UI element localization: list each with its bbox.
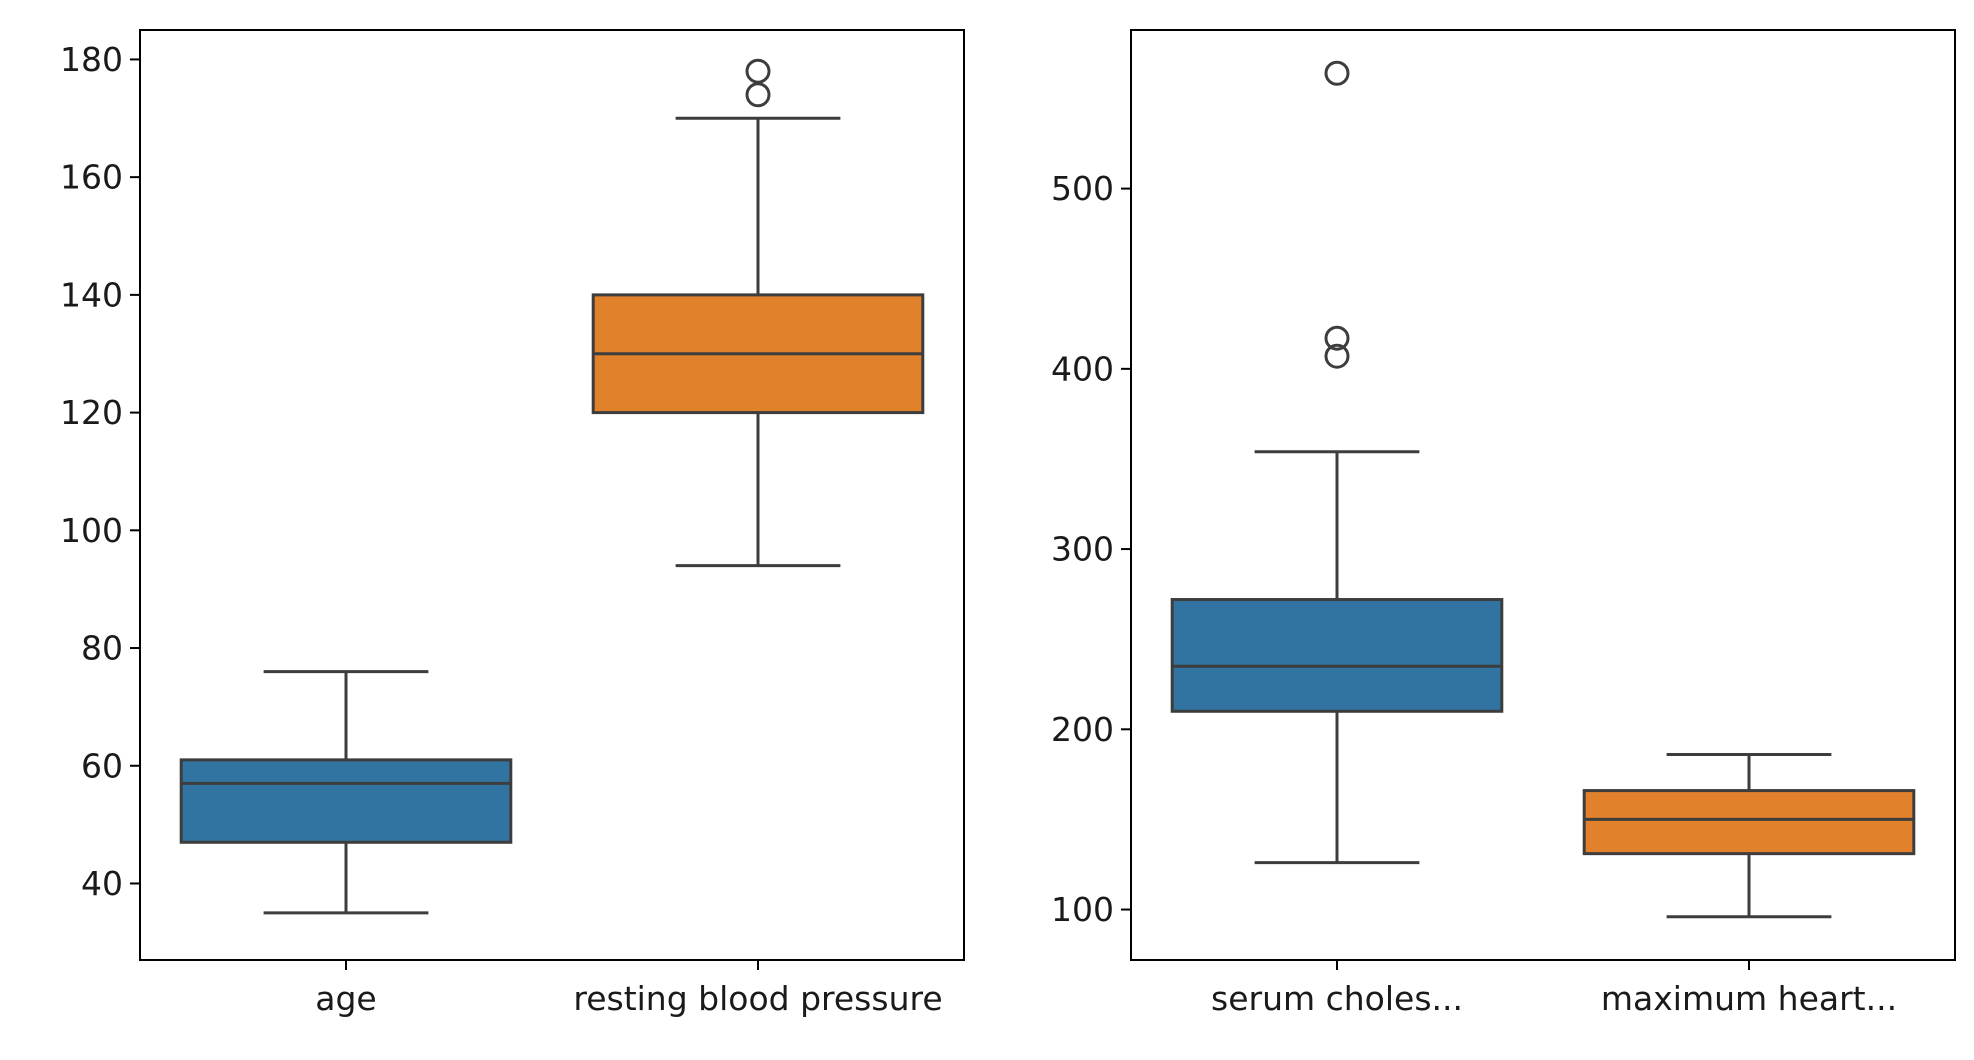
- axes-frame: [139, 29, 965, 961]
- y-tick-label: 160: [60, 158, 123, 197]
- plot-panel-2: 100 200 300 400 500 serum choles... maximum he…: [1051, 29, 1956, 1018]
- axes-frame: [1130, 29, 1956, 961]
- y-tick-label: 40: [81, 864, 123, 903]
- y-tick-label: 100: [60, 511, 123, 550]
- box-2: [591, 58, 925, 568]
- iqr-box: [1170, 598, 1504, 713]
- iqr-box: [179, 758, 513, 844]
- outlier-point: [1324, 343, 1350, 369]
- y-tick-label: 80: [81, 629, 123, 668]
- y-tick-label: 140: [60, 275, 123, 314]
- y-tick-label: 60: [81, 746, 123, 785]
- y-tick-label: 120: [60, 393, 123, 432]
- plot-panel-1: 40 60 80 100 120 140 160 180 age resting blood pr…: [60, 29, 965, 1018]
- box-2: [1582, 753, 1916, 919]
- y-tick-label: 200: [1051, 710, 1114, 749]
- y-tick-label: 100: [1051, 890, 1114, 929]
- box-1: [179, 670, 513, 915]
- y-tick-label: 300: [1051, 530, 1114, 569]
- x-tick-label: maximum heart...: [1601, 979, 1897, 1018]
- outlier-point: [745, 58, 771, 84]
- outlier-point: [1324, 60, 1350, 86]
- y-tick-label: 400: [1051, 349, 1114, 388]
- x-tick-label: serum choles...: [1211, 979, 1463, 1018]
- iqr-box: [1582, 789, 1916, 856]
- y-tick-label: 500: [1051, 169, 1114, 208]
- x-tick-label: resting blood pressure: [573, 979, 942, 1018]
- x-tick-label: age: [315, 979, 376, 1018]
- box-1: [1170, 60, 1504, 865]
- y-tick-label: 180: [60, 40, 123, 79]
- outlier-point: [745, 82, 771, 108]
- outlier-point: [1324, 325, 1350, 351]
